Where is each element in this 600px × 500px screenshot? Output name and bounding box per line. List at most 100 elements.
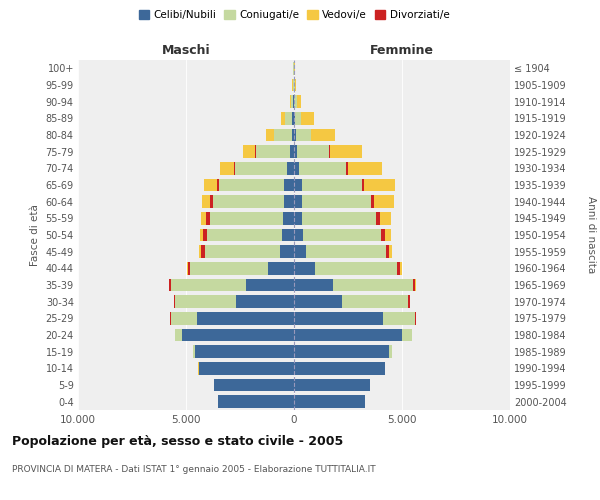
Bar bbox=[203, 229, 207, 241]
Bar bbox=[330, 146, 362, 158]
Bar bbox=[213, 196, 284, 208]
Bar bbox=[400, 262, 402, 274]
Bar bbox=[293, 96, 294, 108]
Bar bbox=[255, 146, 256, 158]
Bar bbox=[220, 162, 234, 174]
Legend: Celibi/Nubili, Coniugati/e, Vedovi/e, Divorziati/e: Celibi/Nubili, Coniugati/e, Vedovi/e, Di… bbox=[139, 10, 449, 20]
Bar bbox=[197, 312, 294, 324]
Bar bbox=[294, 262, 315, 274]
Bar bbox=[287, 162, 294, 174]
Bar bbox=[210, 212, 283, 224]
Bar bbox=[187, 262, 188, 274]
Bar bbox=[415, 279, 416, 291]
Bar bbox=[171, 279, 247, 291]
Bar bbox=[283, 212, 294, 224]
Bar bbox=[364, 179, 395, 192]
Bar bbox=[268, 262, 294, 274]
Bar bbox=[234, 162, 235, 174]
Bar bbox=[171, 312, 197, 324]
Bar bbox=[376, 212, 380, 224]
Bar bbox=[201, 246, 205, 258]
Bar bbox=[193, 346, 194, 358]
Bar bbox=[294, 162, 299, 174]
Bar bbox=[199, 362, 294, 374]
Bar bbox=[207, 229, 283, 241]
Bar bbox=[236, 296, 294, 308]
Bar bbox=[380, 212, 391, 224]
Bar bbox=[294, 146, 297, 158]
Bar bbox=[175, 296, 236, 308]
Bar bbox=[303, 229, 381, 241]
Bar bbox=[385, 229, 391, 241]
Bar bbox=[311, 129, 335, 141]
Bar bbox=[169, 279, 171, 291]
Bar bbox=[315, 262, 397, 274]
Bar bbox=[302, 196, 371, 208]
Bar bbox=[243, 146, 255, 158]
Bar bbox=[206, 212, 210, 224]
Bar bbox=[413, 279, 415, 291]
Bar bbox=[294, 396, 365, 408]
Bar bbox=[294, 346, 389, 358]
Bar bbox=[383, 312, 415, 324]
Bar bbox=[294, 379, 370, 391]
Bar bbox=[295, 79, 296, 92]
Bar bbox=[294, 229, 303, 241]
Bar bbox=[205, 246, 280, 258]
Bar bbox=[274, 129, 292, 141]
Bar bbox=[204, 179, 217, 192]
Bar bbox=[295, 96, 296, 108]
Bar bbox=[402, 329, 412, 341]
Bar bbox=[305, 246, 386, 258]
Text: Maschi: Maschi bbox=[161, 44, 211, 57]
Bar bbox=[296, 96, 301, 108]
Bar bbox=[292, 112, 294, 124]
Bar bbox=[333, 279, 413, 291]
Bar bbox=[294, 296, 341, 308]
Bar bbox=[285, 112, 292, 124]
Text: PROVINCIA DI MATERA - Dati ISTAT 1° gennaio 2005 - Elaborazione TUTTITALIA.IT: PROVINCIA DI MATERA - Dati ISTAT 1° genn… bbox=[12, 465, 376, 474]
Bar bbox=[294, 312, 383, 324]
Bar bbox=[302, 212, 376, 224]
Bar bbox=[218, 396, 294, 408]
Bar bbox=[371, 196, 374, 208]
Bar bbox=[295, 112, 301, 124]
Bar bbox=[299, 162, 346, 174]
Y-axis label: Fasce di età: Fasce di età bbox=[30, 204, 40, 266]
Bar bbox=[362, 179, 364, 192]
Bar bbox=[397, 262, 400, 274]
Bar bbox=[290, 146, 294, 158]
Bar bbox=[294, 279, 333, 291]
Bar bbox=[294, 212, 302, 224]
Bar bbox=[292, 129, 294, 141]
Bar bbox=[190, 262, 268, 274]
Bar bbox=[302, 179, 362, 192]
Bar bbox=[210, 196, 213, 208]
Text: Femmine: Femmine bbox=[370, 44, 434, 57]
Bar bbox=[200, 212, 206, 224]
Bar bbox=[202, 196, 210, 208]
Bar bbox=[381, 229, 385, 241]
Bar bbox=[294, 79, 295, 92]
Bar bbox=[348, 162, 382, 174]
Bar bbox=[409, 296, 410, 308]
Bar bbox=[235, 162, 287, 174]
Bar bbox=[374, 196, 394, 208]
Bar bbox=[346, 162, 348, 174]
Bar bbox=[182, 329, 294, 341]
Bar bbox=[219, 179, 284, 192]
Bar bbox=[291, 96, 293, 108]
Bar bbox=[301, 112, 314, 124]
Bar bbox=[294, 246, 305, 258]
Bar bbox=[188, 262, 190, 274]
Bar bbox=[284, 179, 294, 192]
Bar bbox=[294, 196, 302, 208]
Bar bbox=[329, 146, 330, 158]
Bar bbox=[389, 346, 392, 358]
Bar bbox=[386, 246, 389, 258]
Bar bbox=[280, 246, 294, 258]
Bar bbox=[297, 146, 329, 158]
Bar bbox=[294, 112, 295, 124]
Bar bbox=[294, 129, 296, 141]
Y-axis label: Anni di nascita: Anni di nascita bbox=[586, 196, 596, 274]
